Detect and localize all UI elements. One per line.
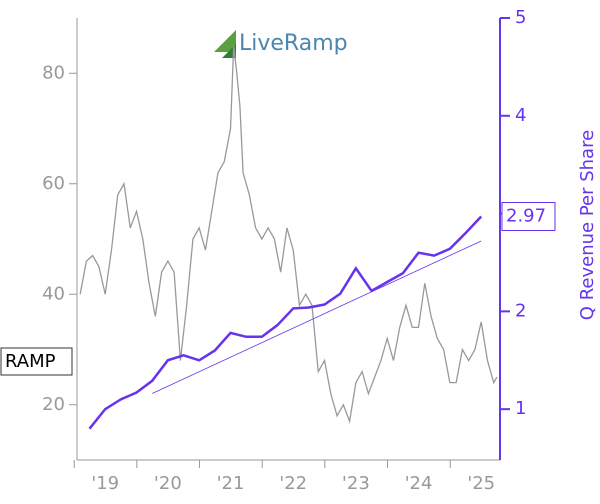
y-tick-label: 60 <box>42 173 65 194</box>
y2-tick-label: 4 <box>515 105 526 126</box>
revenue-line <box>88 215 483 430</box>
last-value-box <box>501 202 556 232</box>
series-label-box <box>0 347 73 376</box>
x-tick-label: '24 <box>405 473 433 494</box>
y-tick-label: 40 <box>42 283 65 304</box>
y2-tick-label: 1 <box>515 398 526 419</box>
last-value-label: 2.97 <box>506 206 546 227</box>
y-tick-label: 20 <box>42 394 65 415</box>
x-tick-label: '21 <box>217 473 245 494</box>
y2-axis-label: Q Revenue Per Share <box>577 130 598 320</box>
logo-icon <box>214 30 236 52</box>
x-tick-label: '23 <box>342 473 370 494</box>
x-tick-label: '20 <box>154 473 182 494</box>
y2-tick-label: 2 <box>515 300 526 321</box>
x-tick-label: '25 <box>467 473 495 494</box>
x-tick-label: '22 <box>279 473 307 494</box>
logo-icon <box>222 44 236 58</box>
y-tick-label: 80 <box>42 62 65 83</box>
y2-tick-label: 5 <box>515 7 526 28</box>
trend-line <box>152 240 482 394</box>
x-tick-label: '19 <box>91 473 119 494</box>
series-label: RAMP <box>5 351 56 372</box>
logo: LiveRamp <box>239 31 348 56</box>
price-line <box>79 45 498 424</box>
